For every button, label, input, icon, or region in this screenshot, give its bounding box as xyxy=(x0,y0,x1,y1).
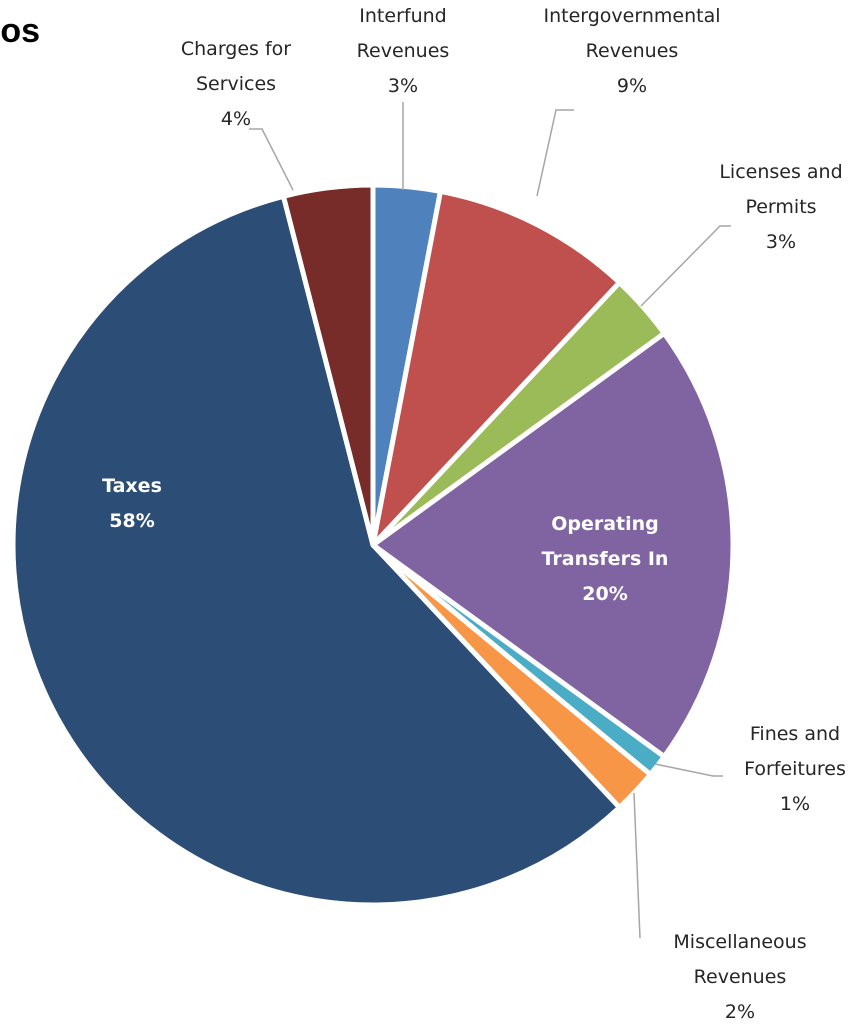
slice-name-line: Services xyxy=(196,73,276,95)
pie-slices xyxy=(10,182,736,908)
pie-slice-intergovernmental-revenues xyxy=(370,188,622,548)
slice-name-line: Interfund xyxy=(359,5,446,27)
slice-name-line: Intergovernmental xyxy=(543,5,720,27)
slice-name-line: Licenses and xyxy=(719,161,842,183)
slice-name-line: Revenues xyxy=(586,40,679,62)
slice-percent: 1% xyxy=(780,793,810,815)
leader-line-fines-and-forfeitures xyxy=(654,763,723,777)
slice-name-line: Charges for xyxy=(181,38,291,60)
slice-name-line: Miscellaneous xyxy=(673,931,806,953)
leader-line-miscellaneous-revenues xyxy=(633,792,641,939)
slice-label-miscellaneous-revenues: Miscellaneous Revenues 2% xyxy=(673,931,806,1023)
slice-percent: 2% xyxy=(725,1001,755,1023)
slice-name-line: Permits xyxy=(745,196,816,218)
slice-percent: 4% xyxy=(221,108,251,130)
slice-label-charges-for-services: Charges for Services 4% xyxy=(181,38,291,130)
slice-percent: 58% xyxy=(109,510,154,532)
slice-percent: 3% xyxy=(766,231,796,253)
chart-title-fragment: os xyxy=(0,12,40,56)
pie-slice-taxes xyxy=(10,193,622,908)
slice-labels: Interfund Revenues 3% Intergovernmental Reve… xyxy=(102,5,846,1023)
slice-label-fines-and-forfeitures: Fines and Forfeitures 1% xyxy=(744,723,846,815)
slice-label-intergovernmental-revenues: Intergovernmental Revenues 9% xyxy=(543,5,720,97)
slice-label-interfund-revenues: Interfund Revenues 3% xyxy=(357,5,450,97)
leader-line-charges-for-services xyxy=(249,128,294,191)
leader-line-licenses-and-permits xyxy=(640,225,731,307)
leader-lines xyxy=(249,102,731,939)
slice-label-operating-transfers-in: Operating Transfers In 20% xyxy=(542,513,669,605)
slice-name-line: Revenues xyxy=(357,40,450,62)
slice-percent: 20% xyxy=(582,583,627,605)
slice-name-line: Operating xyxy=(551,513,659,535)
slice-percent: 9% xyxy=(617,75,647,97)
slice-name-line: Revenues xyxy=(694,966,787,988)
slice-name-line: Taxes xyxy=(102,475,162,497)
slice-name-line: Fines and xyxy=(750,723,840,745)
slice-name-line: Forfeitures xyxy=(744,758,846,780)
pie-slice-operating-transfers-in xyxy=(370,330,736,760)
slice-label-taxes: Taxes 58% xyxy=(102,475,162,532)
pie-slice-charges-for-services xyxy=(280,182,376,548)
leader-line-intergovernmental-revenues xyxy=(536,109,574,197)
slice-label-licenses-and-permits: Licenses and Permits 3% xyxy=(719,161,842,253)
slice-percent: 3% xyxy=(388,75,418,97)
chart-title-text: os xyxy=(0,12,40,50)
slice-name-line: Transfers In xyxy=(542,548,669,570)
